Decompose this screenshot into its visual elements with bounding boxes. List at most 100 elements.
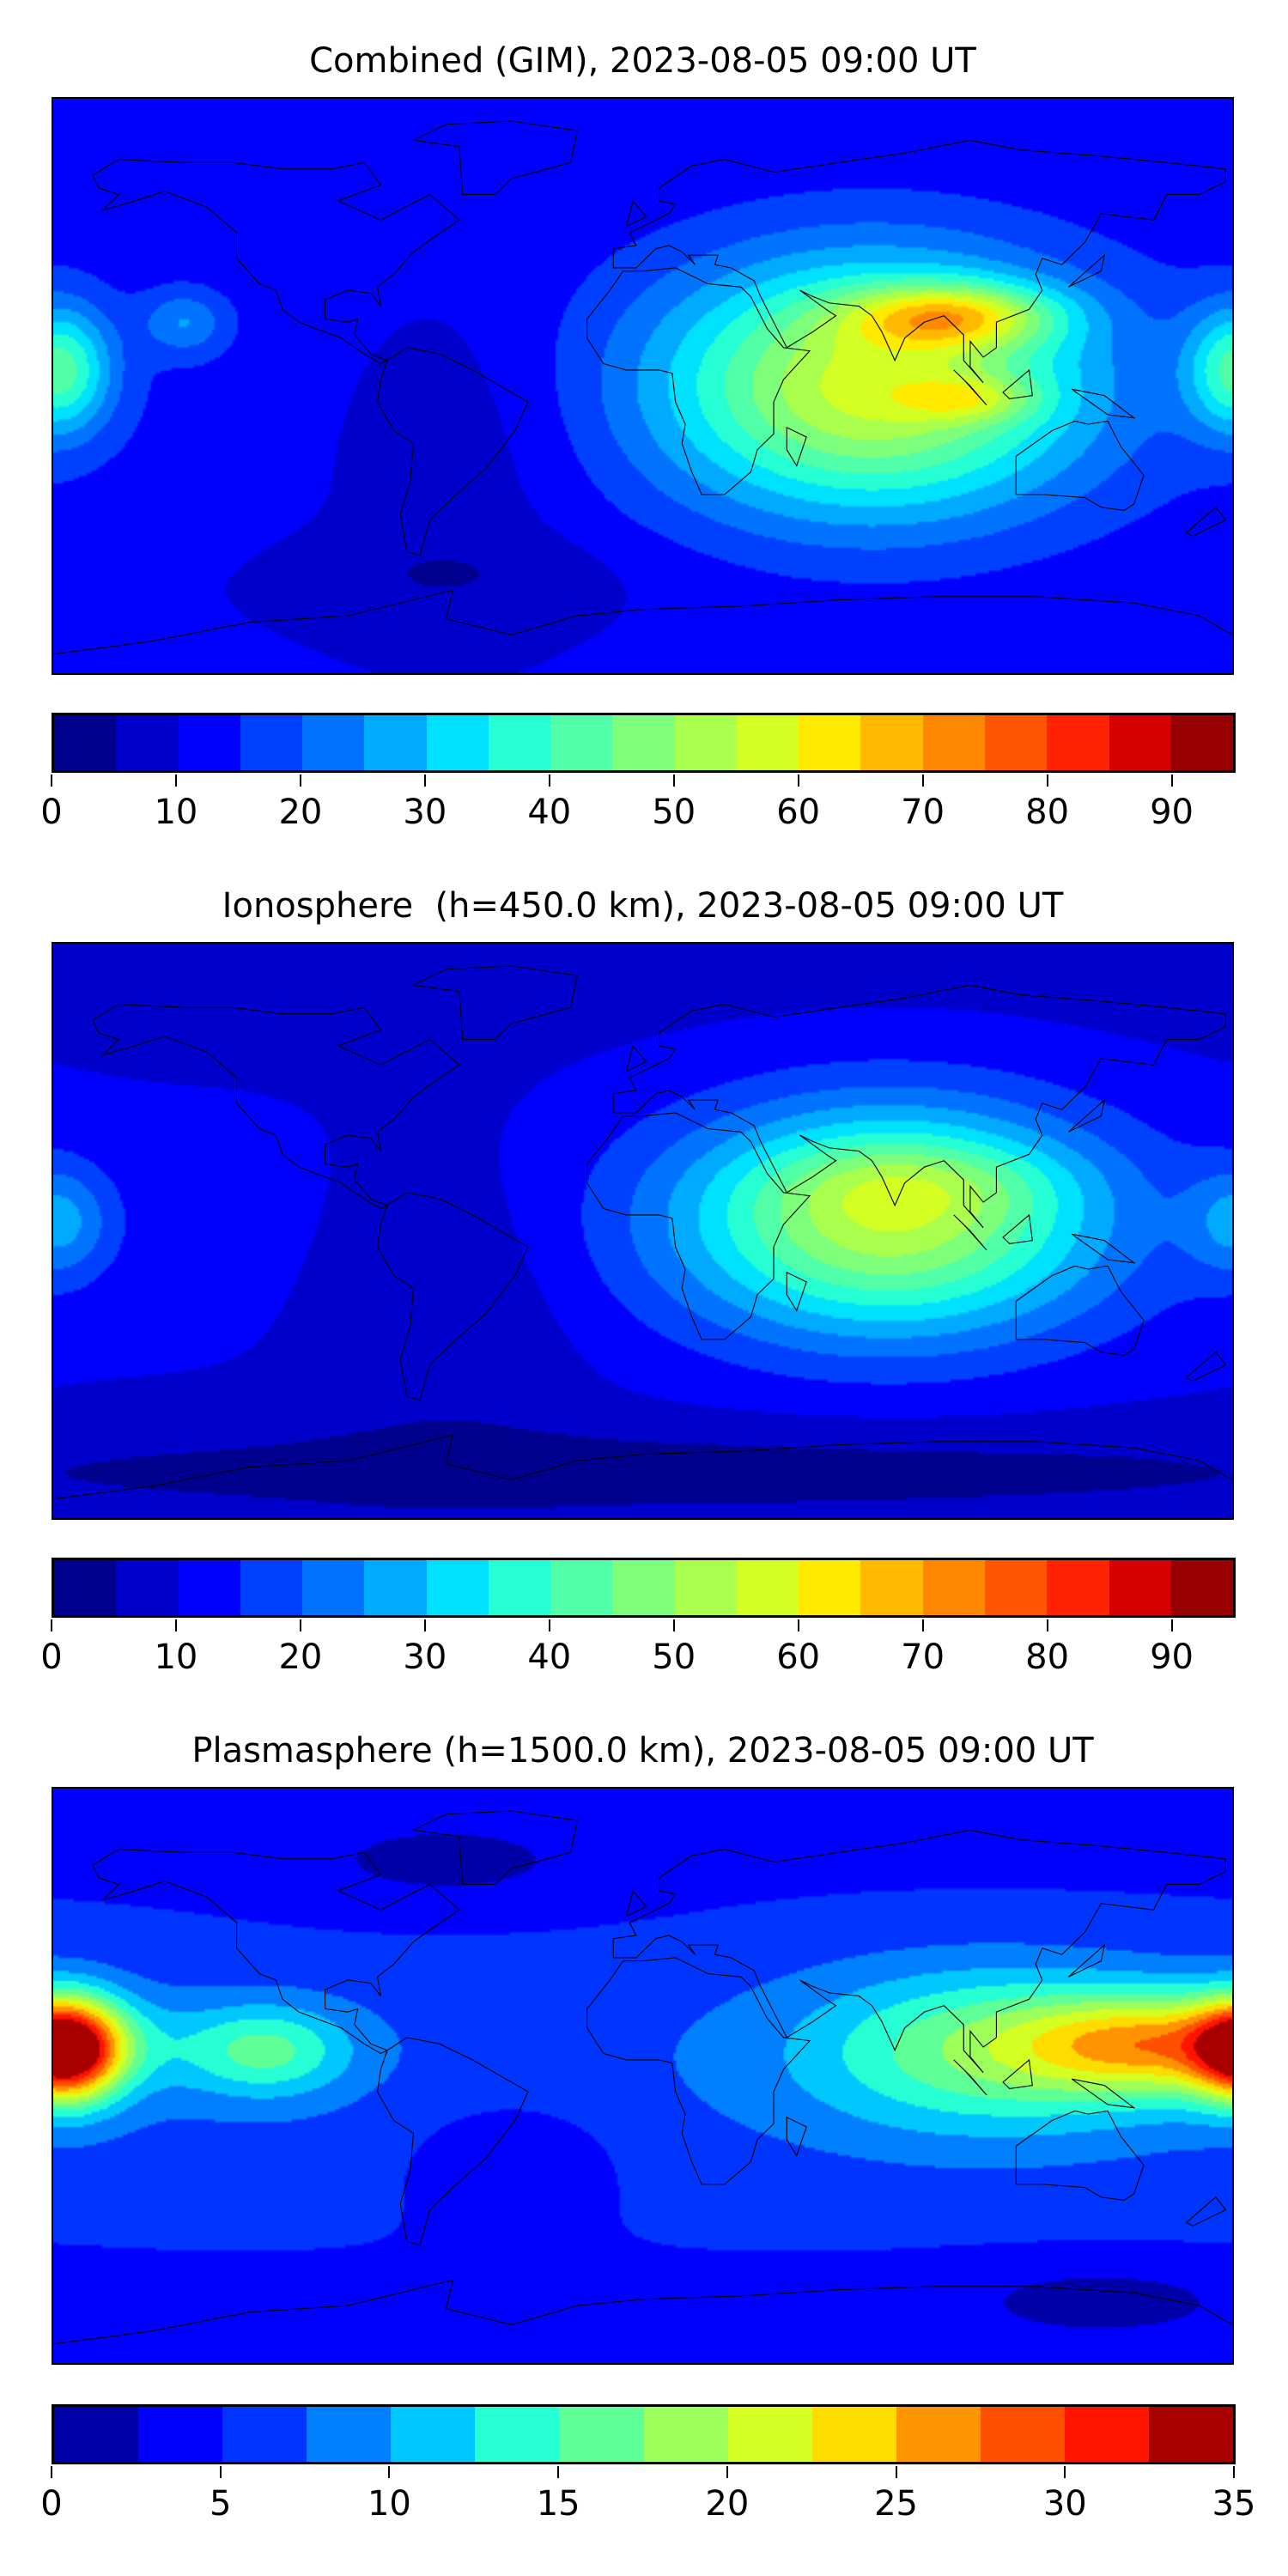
colorbar-tick-label: 90 xyxy=(1150,1637,1194,1677)
colorbar-tick-label: 70 xyxy=(901,793,945,832)
coastline xyxy=(626,1891,646,1917)
colorbar-tick-label: 10 xyxy=(154,1637,198,1677)
colorbar-tick-mark xyxy=(672,1619,675,1631)
colorbar-tick-label: 80 xyxy=(1025,1637,1070,1677)
colorbar-swatch xyxy=(54,715,117,770)
colorbar-swatch xyxy=(307,2407,392,2462)
colorbar-swatch xyxy=(116,715,179,770)
chart-title: Combined (GIM), 2023-08-05 09:00 UT xyxy=(309,41,976,81)
colorbar-swatch xyxy=(488,715,551,770)
colorbar-tick-mark xyxy=(174,775,177,787)
coastline xyxy=(1072,389,1133,417)
colorbar-ticks: 0 5 10 15 20 25 30 35 xyxy=(40,2466,1255,2535)
colorbar-swatch xyxy=(302,715,365,770)
heatmap-field xyxy=(53,1789,1232,2363)
colorbar-swatch xyxy=(178,715,240,770)
colorbar-tick-label: 25 xyxy=(874,2484,919,2524)
colorbar-tick-mark xyxy=(726,2466,728,2478)
colorbar xyxy=(52,1558,1236,1618)
coastline xyxy=(93,1850,459,2054)
colorbar-swatch xyxy=(550,1560,613,1615)
colorbar-swatch xyxy=(1109,715,1171,770)
map-plot xyxy=(52,942,1234,1520)
coastline xyxy=(1016,421,1144,510)
colorbar-swatch xyxy=(1149,2407,1234,2462)
colorbar-tick-mark xyxy=(51,775,52,787)
colorbar-tick-mark xyxy=(895,2466,897,2478)
coastline xyxy=(787,1273,806,1311)
colorbar-tick-label: 50 xyxy=(652,793,696,832)
coastline-antarctica xyxy=(53,2280,1232,2343)
colorbar-swatch xyxy=(1047,715,1109,770)
colorbar-swatch xyxy=(984,1560,1048,1615)
colorbar-swatch xyxy=(178,1560,240,1615)
colorbar-tick-label: 10 xyxy=(154,793,198,832)
colorbar-tick-mark xyxy=(548,1619,550,1631)
colorbar-ticks: 0 10 20 30 40 50 60 70 80 90 xyxy=(40,1619,1234,1688)
colorbar-swatch xyxy=(54,2407,139,2462)
colorbar-swatch xyxy=(860,715,923,770)
colorbar-tick-label: 30 xyxy=(1042,2484,1087,2524)
colorbar-tick-mark xyxy=(1046,1619,1048,1631)
colorbar-tick-mark xyxy=(219,2466,222,2478)
coastline xyxy=(954,370,987,405)
coastline xyxy=(378,2038,528,2245)
colorbar-tick-label: 0 xyxy=(40,793,63,832)
colorbar-tick-mark xyxy=(51,1619,52,1631)
colorbar-tick-label: 60 xyxy=(776,1637,821,1677)
colorbar-tick-mark xyxy=(921,1619,924,1631)
coastline xyxy=(1187,1352,1226,1381)
colorbar-swatch xyxy=(1170,1560,1234,1615)
colorbar xyxy=(52,2404,1236,2464)
colorbar-tick-mark xyxy=(1170,1619,1173,1631)
colorbar-tick-label: 50 xyxy=(652,1637,696,1677)
colorbar-tick-label: 30 xyxy=(403,1637,447,1677)
coastline xyxy=(1068,1945,1104,1977)
colorbar-tick-label: 80 xyxy=(1025,793,1070,832)
colorbar-ticks: 0 10 20 30 40 50 60 70 80 90 xyxy=(40,775,1234,843)
colorbar-swatch xyxy=(612,1560,675,1615)
colorbar-tick-mark xyxy=(174,1619,177,1631)
colorbar-swatch xyxy=(896,2407,981,2462)
colorbar-swatch xyxy=(364,1560,427,1615)
colorbar-swatch xyxy=(674,715,737,770)
colorbar-swatch xyxy=(364,715,427,770)
coastline xyxy=(1068,255,1104,287)
colorbar-tick-mark xyxy=(423,775,426,787)
coastline xyxy=(414,1811,578,1884)
coastline xyxy=(1003,370,1032,398)
colorbar-tick-mark xyxy=(1170,775,1173,787)
colorbar-tick-mark xyxy=(1233,2466,1235,2478)
map-plot xyxy=(52,97,1234,675)
coastline xyxy=(587,268,810,495)
heatmap-field xyxy=(53,944,1232,1518)
chart-title: Plasmasphere (h=1500.0 km), 2023-08-05 0… xyxy=(191,1731,1094,1771)
colorbar-tick-mark xyxy=(672,775,675,787)
colorbar-tick-label: 20 xyxy=(278,793,323,832)
coastline xyxy=(1187,507,1226,536)
colorbar-tick-label: 40 xyxy=(527,1637,572,1677)
coastline xyxy=(587,1113,810,1340)
coastline xyxy=(378,1193,528,1400)
colorbar-swatch xyxy=(488,1560,551,1615)
colorbar-tick-mark xyxy=(1064,2466,1066,2478)
coastline xyxy=(626,201,646,227)
colorbar-tick-mark xyxy=(1046,775,1048,787)
colorbar-tick-mark xyxy=(548,775,550,787)
colorbar-tick-mark xyxy=(388,2466,391,2478)
map-plot xyxy=(52,1787,1234,2365)
colorbar-tick-label: 90 xyxy=(1150,793,1194,832)
colorbar-swatch xyxy=(1064,2407,1150,2462)
coastline xyxy=(1016,1266,1144,1355)
coastline xyxy=(954,2060,987,2095)
coastline xyxy=(787,2117,806,2156)
colorbar-swatch xyxy=(1047,1560,1109,1615)
coastline xyxy=(787,428,806,466)
colorbar-swatch xyxy=(736,1560,799,1615)
coastline xyxy=(1068,1100,1104,1132)
colorbar-tick-label: 60 xyxy=(776,793,821,832)
colorbar-tick-mark xyxy=(51,2466,52,2478)
colorbar-tick-label: 70 xyxy=(901,1637,945,1677)
coastlines xyxy=(53,944,1232,1518)
colorbar-swatch xyxy=(736,715,799,770)
